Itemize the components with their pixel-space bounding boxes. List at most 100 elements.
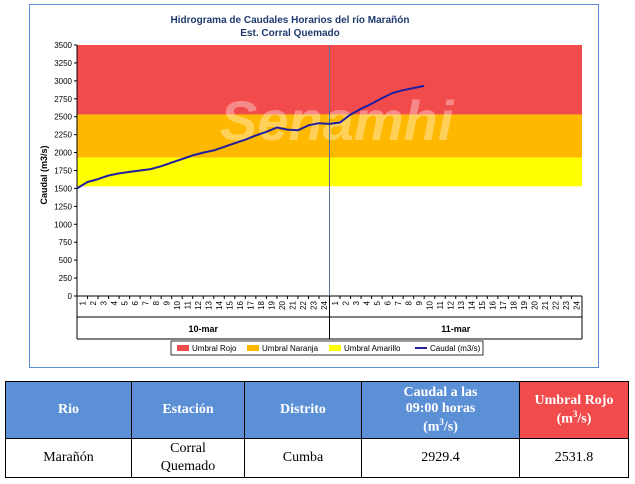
x-tick-label: 24 <box>573 300 582 309</box>
x-tick-label: 20 <box>278 300 287 309</box>
header-caudal-unit-end: /s) <box>443 419 458 435</box>
x-tick-label: 14 <box>215 300 224 309</box>
cell-caudal: 2929.4 <box>361 438 520 478</box>
caudal-series-line <box>76 84 425 190</box>
header-caudal-line2: 09:00 horas <box>405 400 476 416</box>
y-tick-label: 3250 <box>54 59 72 68</box>
cell-estacion-line1: Corral <box>170 441 206 456</box>
header-umbral-line1: Umbral Rojo <box>534 392 614 408</box>
y-tick-label: 3000 <box>54 77 72 86</box>
watermark-text: Senamhi <box>220 89 455 152</box>
cell-umbral: 2531.8 <box>519 438 629 478</box>
day-label-10-mar: 10-mar <box>188 324 218 334</box>
y-tick-label: 1000 <box>54 220 72 229</box>
legend-label: Umbral Amarillo <box>344 344 401 353</box>
x-tick-label: 4 <box>110 300 119 305</box>
x-tick-label: 2 <box>341 300 350 305</box>
x-tick-label: 7 <box>141 300 150 305</box>
y-axis-label: Caudal (m3/s) <box>39 145 49 204</box>
x-tick-label: 8 <box>152 300 161 305</box>
x-tick-label: 16 <box>489 300 498 309</box>
x-tick-label: 11 <box>183 300 192 309</box>
header-rio: Rio <box>5 381 132 439</box>
header-umbral-rojo: Umbral Rojo (m3/s) <box>519 381 629 439</box>
header-caudal-line1: Caudal a las <box>403 384 478 400</box>
legend-label: Caudal (m3/s) <box>430 344 481 353</box>
cell-estacion: Corral Quemado <box>131 438 245 478</box>
x-tick-label: 10 <box>173 300 182 309</box>
header-estacion: Estación <box>131 381 245 439</box>
cell-estacion-line2: Quemado <box>160 459 216 474</box>
x-tick-label: 23 <box>562 300 571 309</box>
y-tick-label: 1500 <box>54 184 72 193</box>
cell-rio: Marañón <box>5 438 132 478</box>
x-tick-label: 22 <box>552 300 561 309</box>
x-tick-label: 6 <box>383 300 392 305</box>
x-tick-label: 14 <box>468 300 477 309</box>
x-tick-label: 18 <box>510 300 519 309</box>
x-tick-label: 24 <box>320 300 329 309</box>
x-tick-label: 10 <box>425 300 434 309</box>
x-tick-label: 21 <box>289 300 298 309</box>
x-tick-label: 4 <box>362 300 371 305</box>
header-umbral-unit-end: /s) <box>577 411 592 427</box>
x-tick-label: 20 <box>531 300 540 309</box>
x-tick-label: 22 <box>299 300 308 309</box>
x-tick-label: 8 <box>404 300 413 305</box>
y-tick-label: 3500 <box>54 41 72 50</box>
y-tick-label: 0 <box>68 292 73 301</box>
y-tick-label: 2000 <box>54 149 72 158</box>
x-tick-label: 13 <box>457 300 466 309</box>
x-tick-label: 12 <box>446 300 455 309</box>
header-distrito: Distrito <box>244 381 362 439</box>
x-tick-label: 9 <box>415 300 424 305</box>
flow-info-table: Rio Estación Distrito Caudal a las 09:00… <box>5 381 629 478</box>
x-tick-label: 7 <box>394 300 403 305</box>
header-caudal: Caudal a las 09:00 horas (m3/s) <box>361 381 520 439</box>
legend-swatch <box>177 345 189 351</box>
hydrograph-svg: Hidrograma de Caudales Horarios del río … <box>39 15 583 356</box>
legend-box <box>170 340 484 356</box>
legend-swatch <box>329 345 341 351</box>
y-tick-label: 500 <box>59 256 73 265</box>
y-tick-label: 2500 <box>54 113 72 122</box>
x-tick-label: 17 <box>499 300 508 309</box>
chart-title: Hidrograma de Caudales Horarios del río … <box>171 15 410 26</box>
x-tick-label: 1 <box>78 300 87 305</box>
x-tick-label: 21 <box>541 300 550 309</box>
x-tick-label: 13 <box>205 300 214 309</box>
x-tick-label: 6 <box>131 300 140 305</box>
legend-label: Umbral Rojo <box>192 344 237 353</box>
y-tick-label: 750 <box>59 238 73 247</box>
x-tick-label: 9 <box>162 300 171 305</box>
y-tick-label: 250 <box>59 274 73 283</box>
x-tick-label: 15 <box>478 300 487 309</box>
header-caudal-unit: (m <box>423 419 440 435</box>
y-tick-label: 2250 <box>54 131 72 140</box>
y-tick-label: 1250 <box>54 202 72 211</box>
x-tick-label: 15 <box>226 300 235 309</box>
header-caudal-sup: 3 <box>439 416 444 427</box>
x-tick-label: 11 <box>436 300 445 309</box>
x-tick-label: 5 <box>120 300 129 305</box>
table-header-row: Rio Estación Distrito Caudal a las 09:00… <box>5 381 629 439</box>
y-tick-label: 1750 <box>54 167 72 176</box>
header-umbral-unit: (m <box>556 411 573 427</box>
chart-legend: Umbral Rojo Umbral Naranja Umbral Amarillo… <box>170 340 484 356</box>
x-tick-label: 19 <box>268 300 277 309</box>
legend-label: Umbral Naranja <box>262 344 319 353</box>
x-tick-label: 17 <box>247 300 256 309</box>
x-tick-label: 5 <box>373 300 382 305</box>
x-tick-label: 16 <box>236 300 245 309</box>
x-tick-label: 18 <box>257 300 266 309</box>
hydrograph-chart: Hidrograma de Caudales Horarios del río … <box>29 4 599 368</box>
x-tick-label: 12 <box>194 300 203 309</box>
day-label-11-mar: 11-mar <box>441 324 471 334</box>
x-tick-label: 2 <box>89 300 98 305</box>
header-umbral-sup: 3 <box>572 408 578 419</box>
legend-swatch <box>247 345 259 351</box>
chart-subtitle: Est. Corral Quemado <box>240 28 339 39</box>
x-tick-label: 23 <box>310 300 319 309</box>
x-tick-label: 3 <box>99 300 108 305</box>
table-row: Marañón Corral Quemado Cumba 2929.4 2531… <box>5 438 629 478</box>
